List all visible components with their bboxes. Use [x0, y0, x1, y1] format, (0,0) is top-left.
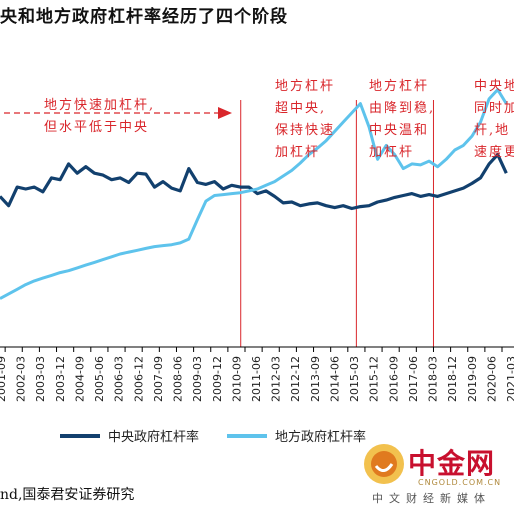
legend-swatch-local — [227, 433, 268, 438]
watermark-logo-icon — [364, 444, 404, 484]
x-tick-label: 2003-12 — [54, 356, 67, 402]
x-tick-label: 2009-12 — [211, 356, 224, 402]
watermark-subtitle: 中文财经新媒体 — [372, 492, 491, 505]
legend-label-central: 中央政府杠杆率 — [108, 430, 200, 445]
legend-label-local: 地方政府杠杆率 — [275, 430, 367, 445]
arrow-head — [218, 107, 232, 119]
series-line-local — [0, 88, 508, 300]
annotation-stage-4: 中央地 同时加 杆,地 速度更 — [474, 76, 514, 164]
annotation-stage-3: 地方杠杆 由降到稳, 中央温和 加杠杆 — [369, 76, 435, 164]
source-note: nd,国泰君安证券研究 — [0, 487, 135, 503]
x-tick-label: 2006-12 — [132, 356, 145, 402]
annotation-line: 中央地 — [474, 79, 514, 94]
x-tick-label: 2020-06 — [485, 356, 498, 402]
x-tick-label: 2019-09 — [466, 356, 479, 402]
x-tick-label: 2009-03 — [191, 356, 204, 402]
annotation-line: 由降到稳, — [369, 101, 436, 116]
x-tick-label: 2002-03 — [15, 356, 28, 402]
x-tick-label: 2012-03 — [270, 356, 283, 402]
watermark-name: 中金网 — [408, 447, 496, 480]
x-tick-label: 2018-12 — [446, 356, 459, 402]
x-tick-label: 2017-06 — [407, 356, 420, 402]
x-tick-label: 2003-03 — [34, 356, 47, 402]
annotation-line: 地方杠杆 — [275, 79, 336, 94]
annotation-line: 但水平低于中央 — [44, 120, 150, 135]
x-tick-label: 2013-09 — [309, 356, 322, 402]
watermark-url: CNGOLD.COM.CN — [418, 478, 502, 487]
annotation-line: 地方杠杆 — [369, 79, 430, 94]
x-tick-label: 2010-09 — [230, 356, 243, 402]
x-tick-labels: 2001-09 2002-03 2003-03 2003-12 2004-09 2005-… — [0, 356, 514, 402]
x-tick-label: 2018-03 — [427, 356, 440, 402]
annotation-line: 杆,地 — [474, 123, 511, 138]
annotation-line: 加杠杆 — [369, 145, 415, 160]
annotation-line: 超中央, — [275, 101, 327, 116]
x-tick-label: 2012-12 — [289, 356, 302, 402]
stage-dividers — [240, 100, 434, 347]
legend: 中央政府杠杆率 地方政府杠杆率 — [60, 426, 394, 445]
annotation-line: 保持快速 — [275, 123, 336, 138]
x-tick-label: 2011-06 — [250, 356, 263, 402]
legend-item-central: 中央政府杠杆率 — [60, 426, 199, 445]
annotation-line: 中央温和 — [369, 123, 430, 138]
legend-item-local: 地方政府杠杆率 — [227, 426, 366, 445]
x-tick-label: 2021-03 — [505, 356, 514, 402]
annotation-line: 速度更 — [474, 145, 514, 160]
x-tick-label: 2015-12 — [368, 356, 381, 402]
x-tick-label: 2015-03 — [348, 356, 361, 402]
stage1-arrow — [4, 107, 232, 119]
x-tick-label: 2004-09 — [73, 356, 86, 402]
x-ticks — [4, 347, 503, 352]
annotation-stage-1: 地方快速加杠杆, 但水平低于中央 — [44, 95, 155, 139]
x-tick-label: 2006-03 — [113, 356, 126, 402]
series-lines — [0, 88, 508, 300]
x-tick-label: 2005-06 — [93, 356, 106, 402]
annotation-line: 同时加 — [474, 101, 514, 116]
x-tick-label: 2008-06 — [172, 356, 185, 402]
annotation-line: 加杠杆 — [275, 145, 321, 160]
legend-swatch-central — [60, 433, 100, 438]
watermark: 中金网 CNGOLD.COM.CN 中文财经新媒体 — [362, 440, 512, 510]
annotation-stage-2: 地方杠杆 超中央, 保持快速 加杠杆 — [275, 76, 335, 164]
x-tick-label: 2014-06 — [328, 356, 341, 402]
x-tick-label: 2016-09 — [387, 356, 400, 402]
x-tick-label: 2007-09 — [152, 356, 165, 402]
annotation-line: 地方快速加杠杆, — [44, 98, 156, 113]
chart-title: 央和地方政府杠杆率经历了四个阶段 — [0, 7, 288, 27]
x-tick-label: 2001-09 — [0, 356, 8, 402]
